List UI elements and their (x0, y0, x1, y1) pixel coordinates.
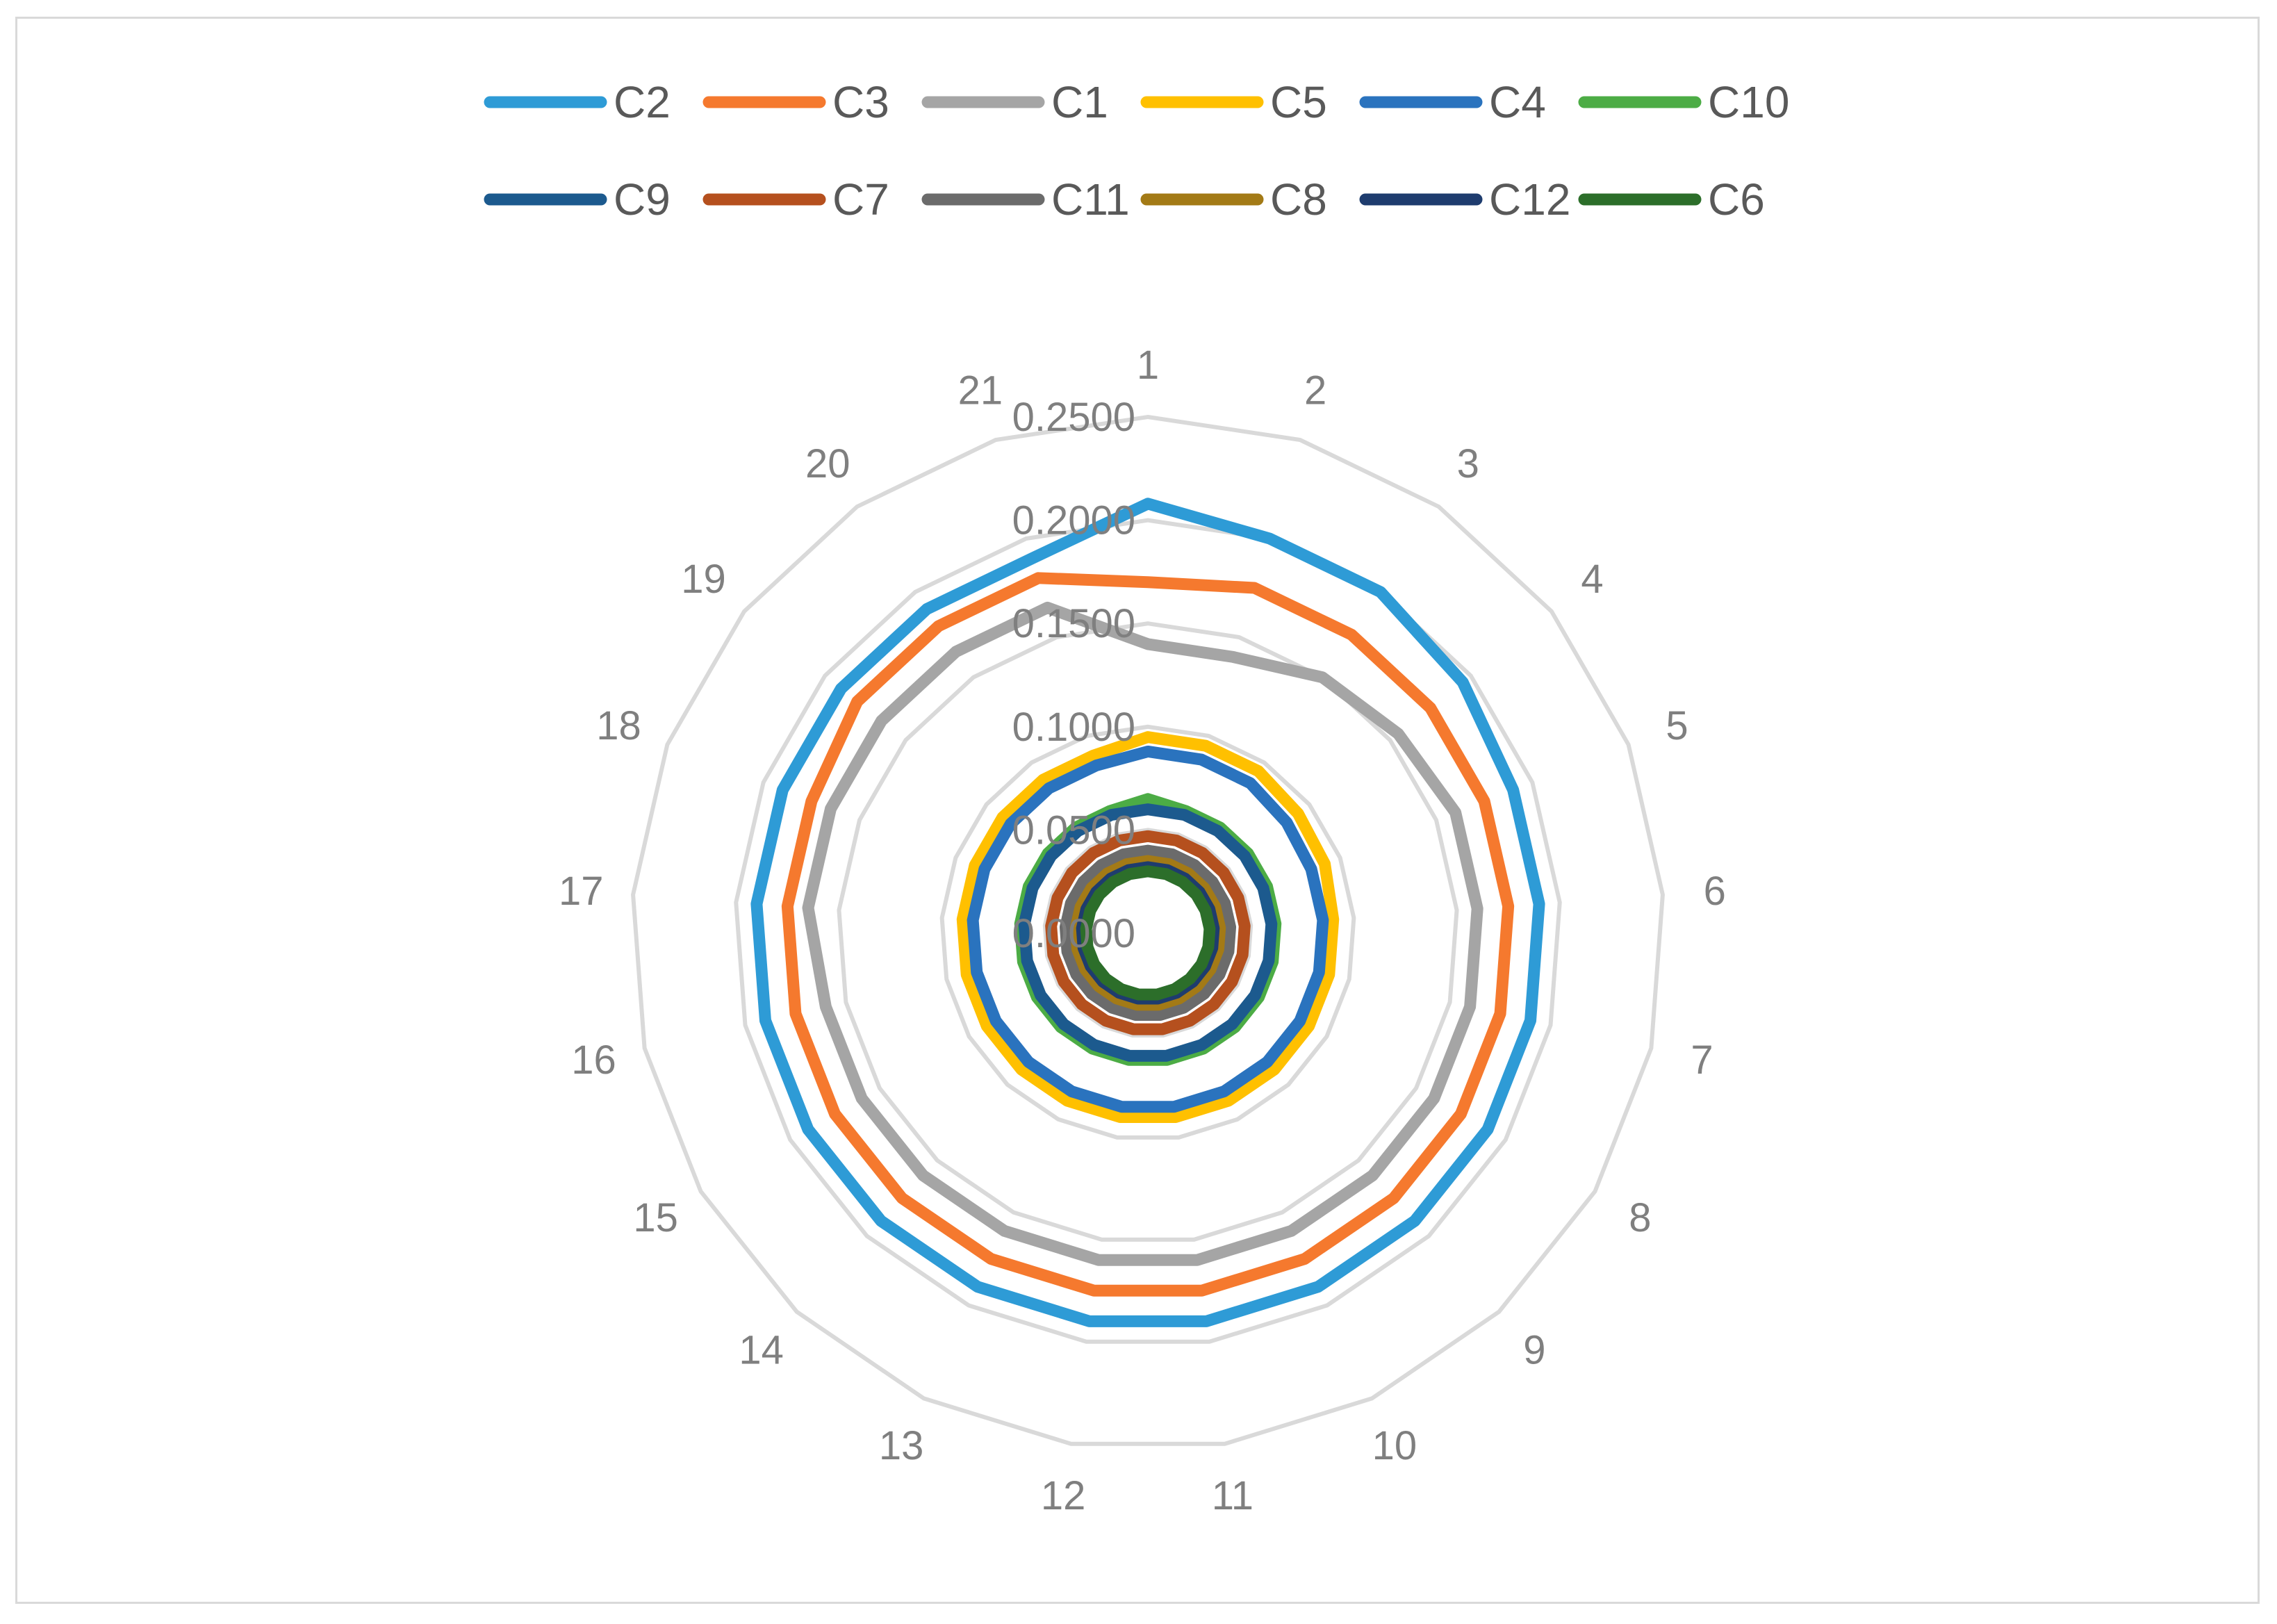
legend-item-c6: C6 (1578, 174, 1765, 224)
category-label: 2 (1304, 368, 1326, 413)
category-label: 16 (571, 1037, 616, 1083)
category-label: 5 (1666, 703, 1688, 748)
category-label: 3 (1457, 441, 1479, 486)
legend-item-c4: C4 (1359, 77, 1546, 127)
radial-axis-labels: 0.0000 0.0500 0.1000 0.1500 0.2000 0.2500 (1012, 395, 1135, 956)
series-line-c11 (1059, 844, 1237, 1022)
category-label: 20 (805, 441, 850, 486)
grid-ring (939, 724, 1356, 1140)
legend-item-c7: C7 (702, 174, 889, 224)
category-label: 17 (559, 869, 604, 914)
series-line-c2 (750, 498, 1545, 1327)
category-label: 4 (1581, 557, 1603, 602)
grid-ring (1042, 828, 1253, 1037)
legend-label: C6 (1708, 174, 1765, 224)
category-label: 8 (1629, 1195, 1651, 1240)
category-label: 6 (1704, 869, 1726, 914)
legend-label: C8 (1270, 174, 1327, 224)
legend-label: C4 (1489, 77, 1546, 127)
legend-item-c11: C11 (921, 174, 1130, 224)
legend-item-c3: C3 (702, 77, 889, 127)
category-label: 18 (596, 703, 641, 748)
category-label: 21 (958, 368, 1003, 413)
legend-label: C9 (614, 174, 671, 224)
series-line-c7 (1045, 830, 1251, 1035)
radar-grid (631, 414, 1665, 1446)
legend-item-c5: C5 (1140, 77, 1327, 127)
grid-ring (734, 518, 1562, 1344)
radar-series (750, 498, 1545, 1327)
legend-label: C1 (1051, 77, 1108, 127)
legend-item-c2: C2 (484, 77, 671, 127)
radial-tick-label: 0.1000 (1012, 705, 1135, 750)
series-line-c6 (1080, 865, 1216, 1001)
legend-item-c12: C12 (1359, 174, 1570, 224)
legend-item-c10: C10 (1578, 77, 1789, 127)
legend-item-c9: C9 (484, 174, 671, 224)
radial-tick-label: 0.1500 (1012, 601, 1135, 646)
category-label: 10 (1372, 1423, 1417, 1468)
legend-item-c1: C1 (921, 77, 1108, 127)
category-label: 15 (633, 1195, 678, 1240)
series-line-c3 (781, 572, 1515, 1297)
radial-tick-label: 0.0500 (1012, 807, 1135, 853)
category-label: 13 (879, 1423, 924, 1468)
category-label: 9 (1523, 1328, 1545, 1373)
grid-ring (631, 414, 1665, 1446)
category-label: 12 (1041, 1473, 1086, 1518)
legend-label: C10 (1708, 77, 1789, 127)
category-label: 19 (681, 557, 726, 602)
category-label: 1 (1137, 343, 1159, 388)
grid-ring (837, 621, 1459, 1242)
legend-label: C5 (1270, 77, 1327, 127)
legend-label: C12 (1489, 174, 1570, 224)
legend-label: C3 (832, 77, 889, 127)
legend-label: C11 (1051, 174, 1130, 224)
radial-tick-label: 0.2500 (1012, 395, 1135, 440)
category-label: 7 (1691, 1037, 1713, 1083)
series-line-c1 (802, 601, 1483, 1266)
legend-item-c8: C8 (1140, 174, 1327, 224)
legend: C2 C3 C1 C5 C4 C10 C9 C7 C11 C8 C12 C6 (484, 77, 1789, 224)
legend-label: C2 (614, 77, 671, 127)
legend-label: C7 (832, 174, 889, 224)
category-label: 11 (1212, 1473, 1253, 1518)
chart-area: 1 2 3 4 5 6 7 8 9 10 11 12 13 14 15 16 17 18 19 20 21 C2 C3 C1… (15, 17, 2260, 1604)
series-line-c4 (967, 745, 1329, 1113)
category-label: 14 (739, 1328, 784, 1373)
series-line-c8 (1069, 855, 1226, 1011)
radial-tick-label: 0.2000 (1012, 498, 1135, 543)
radial-tick-label: 0.0000 (1012, 911, 1135, 956)
series-line-c9 (1018, 803, 1278, 1062)
series-line-c5 (956, 731, 1340, 1123)
